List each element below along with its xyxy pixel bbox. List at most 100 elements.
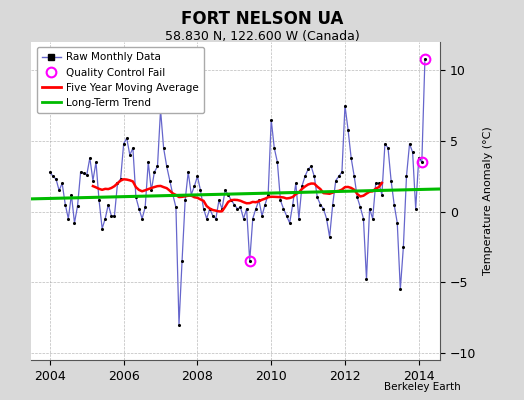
- Point: [175, 322, 183, 328]
- Point: [408, 149, 417, 156]
- Point: [70, 220, 79, 226]
- Point: [279, 206, 288, 212]
- Point: [267, 116, 276, 123]
- Point: [144, 159, 152, 165]
- Point: [184, 169, 192, 175]
- Point: [98, 225, 106, 232]
- Point: [282, 213, 291, 219]
- Point: [193, 173, 202, 180]
- Point: [166, 177, 174, 184]
- Point: [390, 201, 398, 208]
- Point: [73, 203, 82, 209]
- Point: [205, 206, 214, 212]
- Point: [332, 177, 340, 184]
- Point: [110, 213, 118, 219]
- Point: [89, 177, 97, 184]
- Point: [172, 204, 180, 210]
- Point: [147, 187, 156, 194]
- Point: [418, 159, 426, 165]
- Point: [362, 276, 370, 283]
- Point: [372, 180, 380, 186]
- Point: [387, 177, 395, 184]
- Point: [156, 107, 165, 113]
- Point: [365, 206, 374, 212]
- Point: [61, 201, 70, 208]
- Point: [150, 169, 159, 175]
- Point: [123, 135, 131, 141]
- Point: [289, 201, 297, 208]
- Point: [202, 216, 211, 222]
- Point: [248, 216, 257, 222]
- Point: [126, 152, 134, 158]
- Point: [252, 206, 260, 212]
- Point: [212, 216, 220, 222]
- Point: [384, 145, 392, 151]
- Point: [119, 140, 128, 147]
- Point: [341, 102, 349, 109]
- Point: [230, 201, 238, 208]
- Point: [215, 197, 223, 204]
- Point: [406, 140, 414, 147]
- Point: [80, 170, 88, 177]
- Point: [292, 180, 300, 186]
- Point: [270, 145, 278, 151]
- Point: [294, 216, 303, 222]
- Point: [49, 173, 57, 180]
- Point: [55, 187, 63, 194]
- Point: [329, 201, 337, 208]
- Point: [243, 206, 251, 212]
- Point: [159, 145, 168, 151]
- Point: [421, 56, 429, 62]
- Text: 58.830 N, 122.600 W (Canada): 58.830 N, 122.600 W (Canada): [165, 30, 359, 43]
- Point: [218, 206, 226, 212]
- Point: [77, 169, 85, 175]
- Point: [135, 206, 143, 212]
- Point: [209, 213, 217, 219]
- Point: [378, 192, 386, 198]
- Point: [46, 169, 54, 175]
- Point: [261, 201, 269, 208]
- Point: [344, 126, 352, 133]
- Point: [411, 206, 420, 212]
- Point: [101, 216, 110, 222]
- Point: [116, 176, 125, 182]
- Point: [107, 213, 116, 219]
- Point: [129, 145, 137, 151]
- Point: [316, 201, 324, 208]
- Point: [335, 173, 343, 180]
- Point: [310, 173, 319, 180]
- Point: [221, 187, 230, 194]
- Point: [67, 192, 75, 198]
- Point: [286, 220, 294, 226]
- Point: [58, 180, 67, 186]
- Point: [313, 194, 322, 201]
- Point: [322, 216, 331, 222]
- Y-axis label: Temperature Anomaly (°C): Temperature Anomaly (°C): [483, 127, 493, 275]
- Text: Berkeley Earth: Berkeley Earth: [385, 382, 461, 392]
- Legend: Raw Monthly Data, Quality Control Fail, Five Year Moving Average, Long-Term Tren: Raw Monthly Data, Quality Control Fail, …: [37, 47, 204, 113]
- Point: [304, 166, 312, 172]
- Point: [298, 183, 306, 189]
- Point: [258, 213, 266, 219]
- Point: [132, 194, 140, 201]
- Point: [393, 220, 401, 226]
- Point: [200, 206, 208, 212]
- Point: [138, 216, 146, 222]
- Point: [233, 206, 242, 212]
- Point: [319, 206, 328, 212]
- Point: [399, 244, 408, 250]
- Point: [104, 201, 113, 208]
- Point: [255, 197, 263, 204]
- Point: [113, 180, 122, 186]
- Point: [178, 258, 186, 264]
- Point: [273, 159, 281, 165]
- Point: [353, 194, 362, 201]
- Point: [187, 192, 195, 198]
- Point: [239, 216, 248, 222]
- Point: [368, 216, 377, 222]
- Point: [224, 192, 232, 198]
- Point: [154, 163, 162, 170]
- Point: [301, 173, 309, 180]
- Point: [375, 180, 383, 186]
- Point: [169, 192, 177, 198]
